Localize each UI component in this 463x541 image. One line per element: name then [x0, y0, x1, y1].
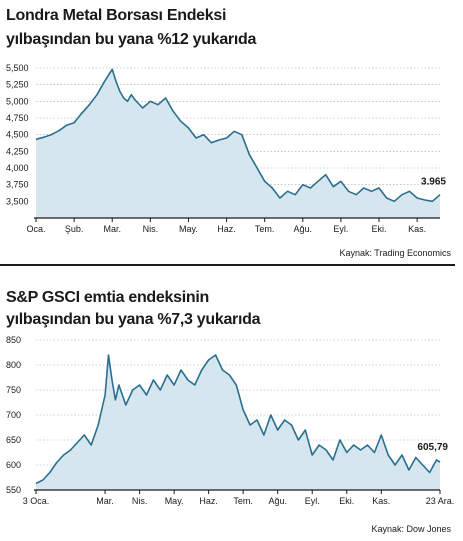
y-tick-label: 800 [6, 360, 21, 370]
end-value-label: 605,79 [417, 442, 448, 453]
y-tick-label: 5,250 [6, 80, 29, 90]
x-tick-label: Eki. [339, 496, 354, 506]
series-area [36, 69, 440, 218]
chart2-plot: 550 600 650 700 750 800 850 3 Oca. Mar. Nis. May. H… [6, 335, 455, 506]
x-tick-label: Nis. [143, 224, 159, 234]
y-tick-label: 850 [6, 335, 21, 345]
series-line [35, 68, 441, 203]
series-area [36, 355, 440, 490]
y-tick-label: 550 [6, 485, 21, 495]
y-tick-label: 4,250 [6, 146, 29, 156]
x-tick-label: Tem. [255, 224, 275, 234]
x-tick-label: Nis. [132, 496, 148, 506]
y-tick-label: 4,500 [6, 130, 29, 140]
x-tick-label: Şub. [65, 224, 84, 234]
chart1-source: Kaynak: Trading Economics [339, 248, 451, 258]
y-tick-label: 750 [6, 385, 21, 395]
y-tick-label: 650 [6, 435, 21, 445]
y-tick-label: 600 [6, 460, 21, 470]
series-line [35, 354, 441, 485]
chart1-title: Londra Metal Borsası Endeksi [6, 7, 227, 24]
x-tick-label: Eyl. [333, 224, 348, 234]
x-tick-label: Oca. [26, 224, 45, 234]
y-tick-label: 5,000 [6, 96, 29, 106]
chart2-source: Kaynak: Dow Jones [371, 524, 451, 534]
chart2-subtitle: yılbaşından bu yana %7,3 yukarıda [6, 311, 261, 328]
section-divider [0, 264, 455, 266]
y-tick-label: 3,750 [6, 180, 29, 190]
y-tick-label: 4,000 [6, 163, 29, 173]
x-tick-label: Ağu. [268, 496, 287, 506]
x-tick-label: May. [179, 224, 198, 234]
chart1-plot: 3,500 3,750 4,000 4,250 4,500 4,750 5,000 5,250… [6, 63, 446, 234]
y-tick-label: 5,500 [6, 63, 29, 73]
x-tick-label: Kas. [372, 496, 390, 506]
y-tick-label: 3,500 [6, 196, 29, 206]
x-tick-label: Haz. [217, 224, 236, 234]
y-tick-label: 4,750 [6, 113, 29, 123]
x-tick-label: Ağu. [294, 224, 313, 234]
x-tick-label: Mar. [103, 224, 121, 234]
chart1-subtitle: yılbaşından bu yana %12 yukarıda [6, 31, 257, 48]
x-tick-label: Eki. [372, 224, 387, 234]
x-tick-label: 3 Oca. [23, 496, 50, 506]
x-tick-label: Kas. [408, 224, 426, 234]
x-tick-label: May. [165, 496, 184, 506]
chart2-title: S&P GSCI emtia endeksinin [6, 289, 209, 306]
x-tick-label: 23 Ara. [426, 496, 455, 506]
x-tick-label: Eyl. [305, 496, 320, 506]
x-tick-label: Tem. [233, 496, 253, 506]
end-value-label: 3.965 [421, 177, 446, 188]
y-tick-label: 700 [6, 410, 21, 420]
x-tick-label: Haz. [199, 496, 218, 506]
x-tick-label: Mar. [96, 496, 114, 506]
